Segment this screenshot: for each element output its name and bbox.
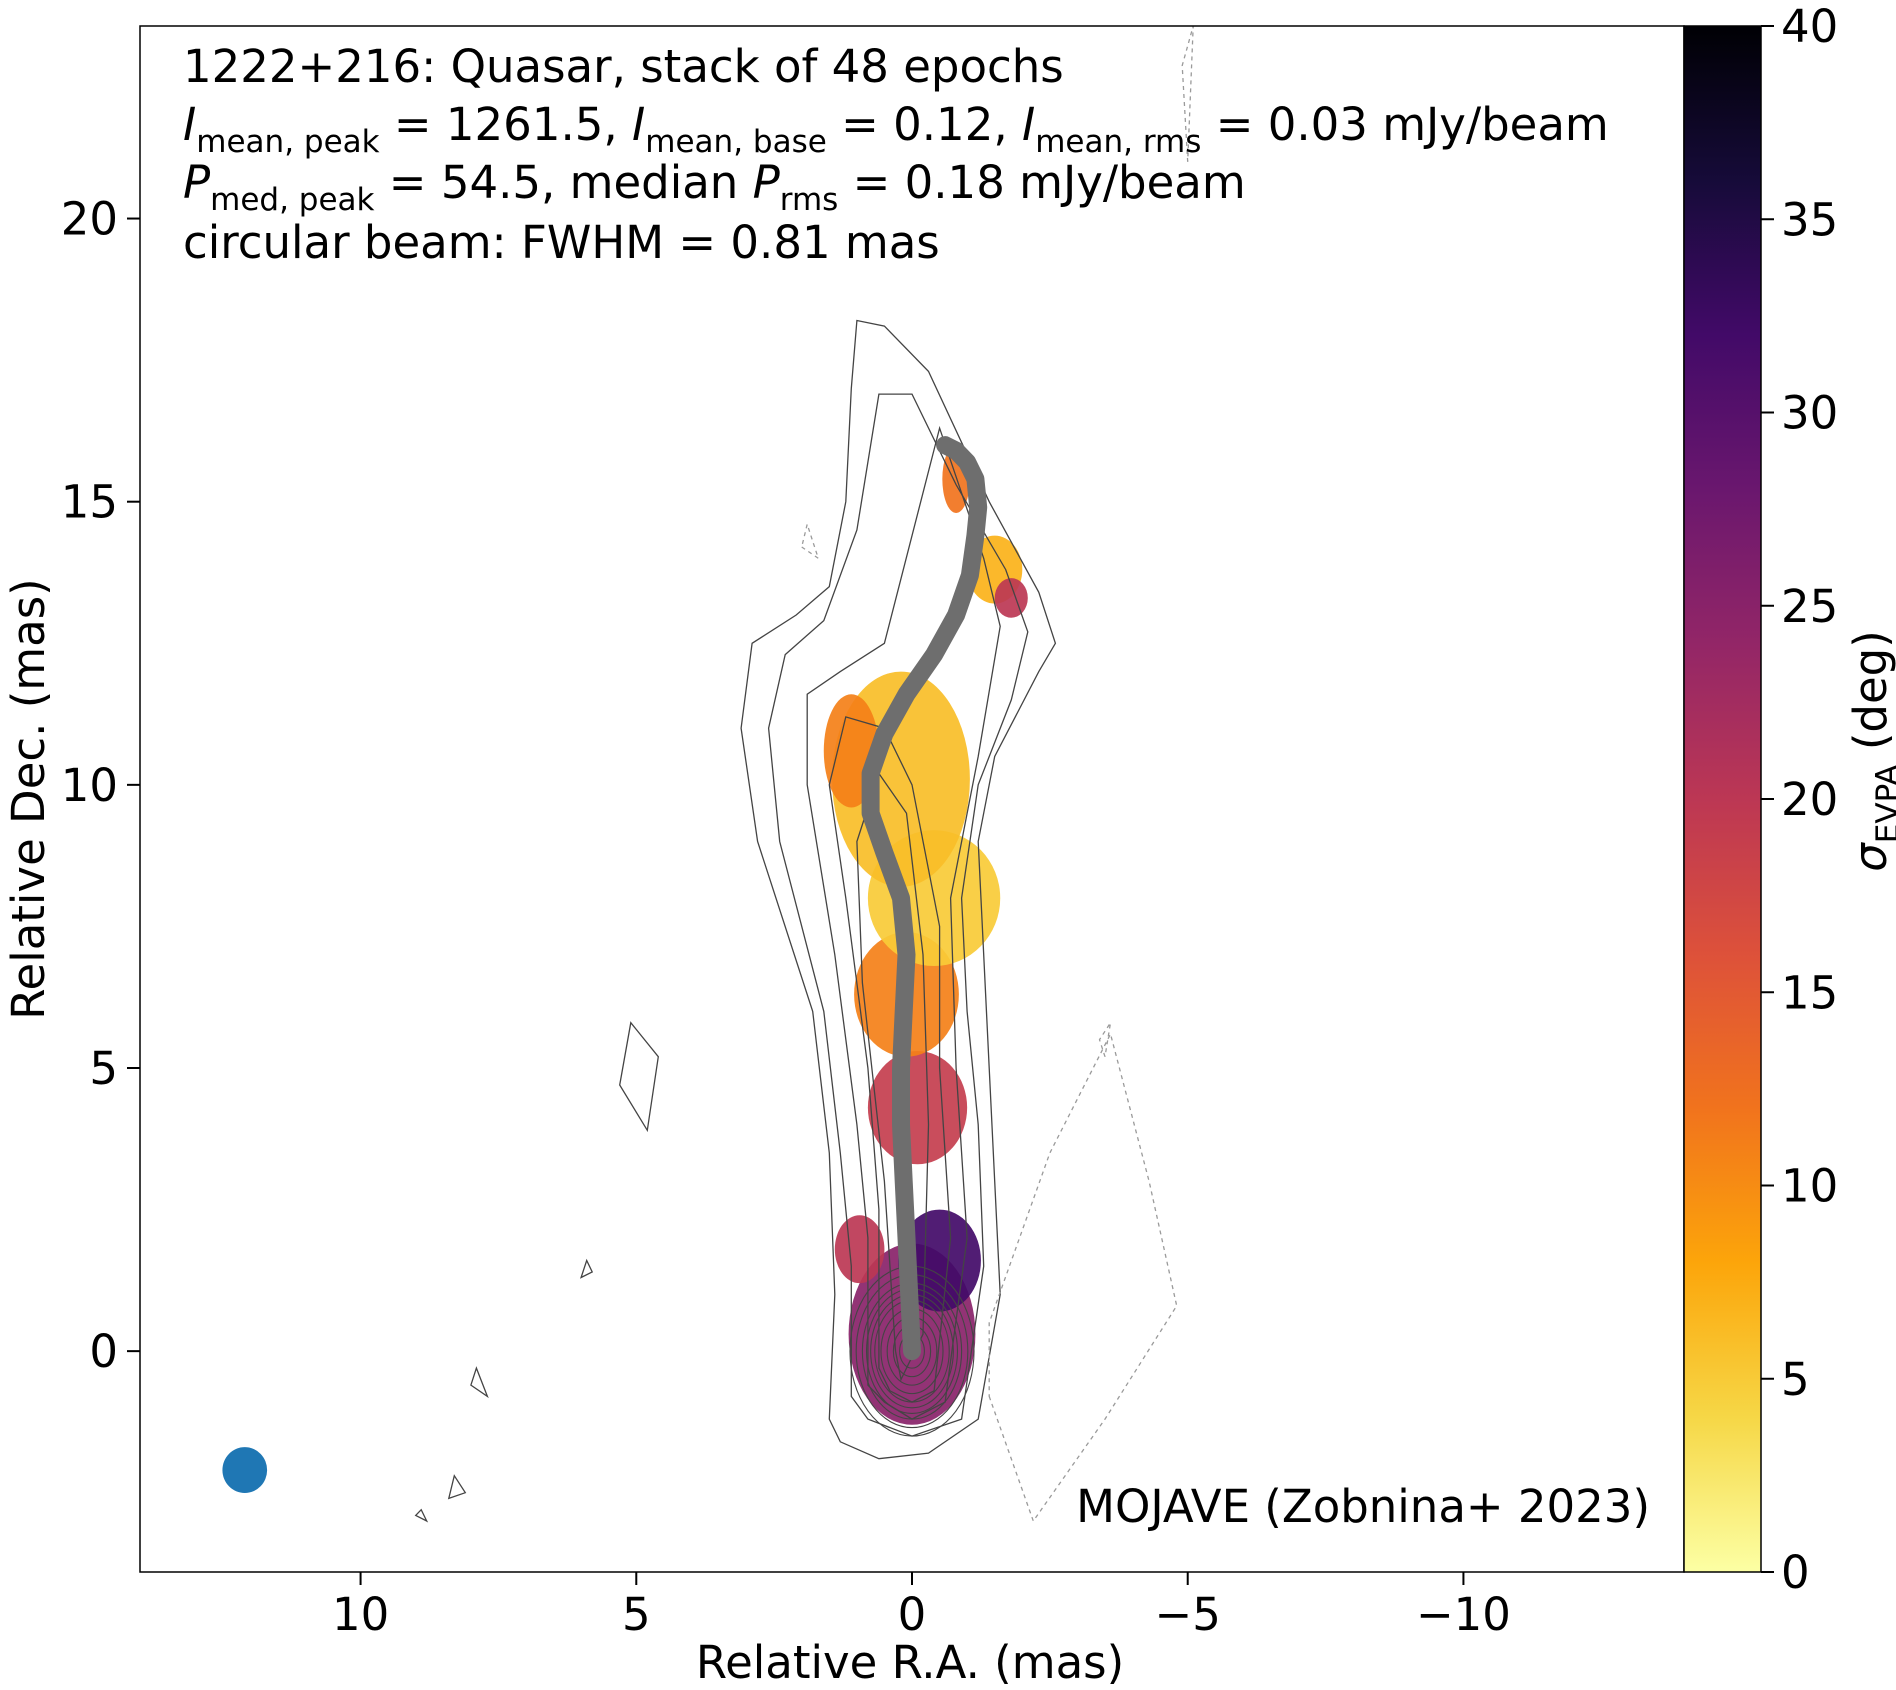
- colorbar-tick-label: 35: [1781, 193, 1838, 246]
- polarization-region: [867, 1051, 968, 1165]
- i-peak-value: = 1261.5,: [380, 98, 632, 151]
- polarization-stats: Pmed, peak = 54.5, median Prms = 0.18 mJ…: [183, 156, 1246, 218]
- contour-island: [619, 1021, 659, 1133]
- x-tick-label: 5: [622, 1588, 651, 1641]
- negative-contour: [800, 521, 820, 560]
- colorbar-tick-label: 25: [1781, 580, 1838, 633]
- x-tick-label: −5: [1155, 1588, 1221, 1641]
- i-base-value: = 0.12,: [827, 98, 1022, 151]
- intensity-stats: Imean, peak = 1261.5, Imean, base = 0.12…: [183, 98, 1609, 160]
- x-tick-label: 0: [898, 1588, 927, 1641]
- negative-contour: [1098, 1022, 1112, 1057]
- plot-area: [222, 26, 1194, 1523]
- contour-island: [447, 1474, 467, 1500]
- x-axis-label: Relative R.A. (mas): [696, 1636, 1124, 1689]
- y-tick-label: 0: [89, 1325, 118, 1378]
- p-peak-subscript: med, peak: [210, 182, 374, 218]
- contour-level: [740, 319, 1057, 1460]
- contour-island: [470, 1366, 489, 1399]
- contour-island: [579, 1258, 594, 1279]
- contour-level: [828, 716, 952, 1403]
- colorbar-tick-label: 5: [1781, 1353, 1810, 1406]
- i-rms-symbol: I: [1022, 98, 1035, 151]
- colorbar-label-subscript: EVPA: [1870, 764, 1896, 843]
- colorbar-label-unit: (deg): [1844, 630, 1896, 764]
- colorbar-label: σEVPA (deg): [1844, 630, 1896, 871]
- beam-marker: [222, 1447, 268, 1494]
- y-tick-label: 5: [89, 1042, 118, 1095]
- x-tick-label: 10: [332, 1588, 389, 1641]
- p-peak-symbol: P: [183, 156, 211, 209]
- contour-island: [414, 1508, 429, 1523]
- colorbar-tick-label: 0: [1781, 1546, 1810, 1599]
- i-peak-subscript: mean, peak: [196, 124, 379, 160]
- colorbar-tick-label: 10: [1781, 1160, 1838, 1213]
- p-rms-symbol: P: [753, 156, 781, 209]
- p-rms-value: = 0.18 mJy/beam: [838, 156, 1245, 209]
- colorbar-label-symbol: σ: [1844, 842, 1896, 872]
- p-rms-subscript: rms: [780, 182, 839, 218]
- i-rms-subscript: mean, rms: [1035, 124, 1201, 160]
- i-peak-symbol: I: [183, 98, 196, 151]
- y-axis-ticks: 0 5 10 15 20: [61, 193, 140, 1378]
- jet-ridge-line: [861, 436, 988, 1361]
- y-tick-label: 10: [61, 759, 118, 812]
- y-tick-label: 20: [61, 193, 118, 246]
- negative-contour: [1181, 26, 1194, 162]
- colorbar-tick-label: 15: [1781, 966, 1838, 1019]
- colorbar-tick-label: 20: [1781, 773, 1838, 826]
- credit-label: MOJAVE (Zobnina+ 2023): [1076, 1480, 1650, 1533]
- x-tick-label: −10: [1416, 1588, 1511, 1641]
- y-axis-label: Relative Dec. (mas): [2, 578, 55, 1019]
- colorbar-tick-label: 30: [1781, 387, 1838, 440]
- source-title: 1222+216: Quasar, stack of 48 epochs: [183, 40, 1064, 93]
- y-tick-label: 15: [61, 476, 118, 529]
- x-axis-ticks: 10 5 0 −5 −10: [332, 1572, 1511, 1641]
- polarization-region: [834, 1215, 885, 1284]
- i-base-subscript: mean, base: [645, 124, 827, 160]
- beam-description: circular beam: FWHM = 0.81 mas: [183, 216, 940, 269]
- colorbar-tick-label: 40: [1781, 0, 1838, 53]
- colorbar: [1683, 25, 1762, 1573]
- p-peak-value: = 54.5, median: [375, 156, 753, 209]
- colorbar-ticks: 0 5 10 15 20 25 30 35 40: [1761, 0, 1838, 1599]
- i-base-symbol: I: [632, 98, 645, 151]
- i-rms-value: = 0.03 mJy/beam: [1201, 98, 1608, 151]
